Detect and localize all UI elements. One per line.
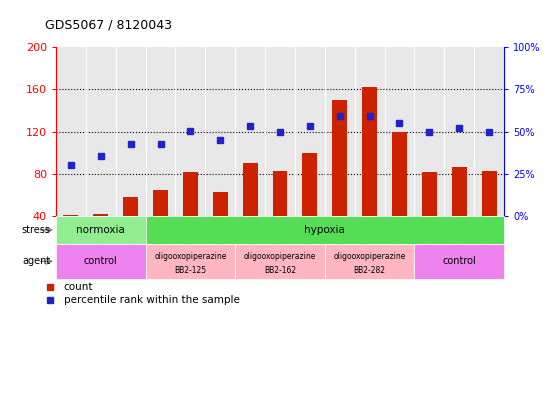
- Bar: [302, 153, 318, 216]
- Text: agent: agent: [22, 256, 50, 266]
- Text: percentile rank within the sample: percentile rank within the sample: [64, 295, 240, 305]
- Bar: [362, 87, 377, 216]
- Bar: [123, 197, 138, 216]
- Text: oligooxopiperazine: oligooxopiperazine: [333, 252, 406, 261]
- Bar: [482, 171, 497, 216]
- Text: stress: stress: [21, 225, 50, 235]
- Text: control: control: [84, 256, 118, 266]
- Bar: [63, 215, 78, 216]
- Bar: [273, 171, 287, 216]
- Bar: [94, 214, 108, 216]
- Bar: [153, 190, 168, 216]
- Bar: [183, 172, 198, 216]
- Text: GDS5067 / 8120043: GDS5067 / 8120043: [45, 18, 172, 31]
- Bar: [242, 163, 258, 216]
- Text: BB2-162: BB2-162: [264, 266, 296, 275]
- Bar: [146, 244, 235, 279]
- Text: normoxia: normoxia: [76, 225, 125, 235]
- Bar: [414, 244, 504, 279]
- Text: control: control: [442, 256, 476, 266]
- Bar: [56, 216, 146, 244]
- Text: oligooxopiperazine: oligooxopiperazine: [244, 252, 316, 261]
- Bar: [56, 244, 146, 279]
- Bar: [392, 132, 407, 216]
- Bar: [325, 244, 414, 279]
- Bar: [452, 167, 466, 216]
- Bar: [332, 100, 347, 216]
- Bar: [422, 172, 437, 216]
- Text: oligooxopiperazine: oligooxopiperazine: [154, 252, 227, 261]
- Text: BB2-282: BB2-282: [353, 266, 386, 275]
- Text: hypoxia: hypoxia: [305, 225, 345, 235]
- Text: count: count: [64, 282, 93, 292]
- Text: BB2-125: BB2-125: [174, 266, 207, 275]
- Bar: [146, 216, 504, 244]
- Bar: [213, 192, 228, 216]
- Bar: [235, 244, 325, 279]
